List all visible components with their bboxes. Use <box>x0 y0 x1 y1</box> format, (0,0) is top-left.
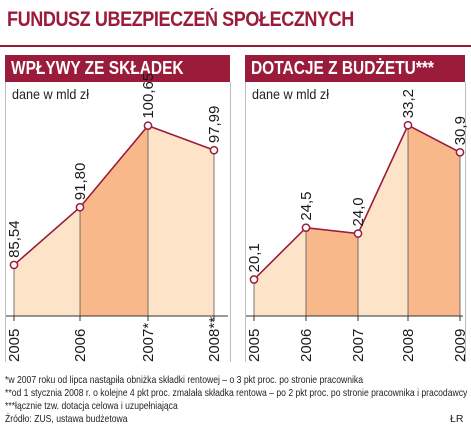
footnote-2: **od 1 stycznia 2008 r. o kolejne 4 pkt … <box>5 387 468 399</box>
right-panel-header: DOTACJE Z BUDŻETU*** <box>245 55 465 82</box>
chart1-area-segment-1 <box>14 207 80 316</box>
chart1-category-label-4: 2008** <box>206 317 223 362</box>
chart1-value-label-1: 85,54 <box>6 220 23 258</box>
chart2-point-2 <box>301 223 311 233</box>
chart1-point-3 <box>143 121 153 131</box>
footnote-3: ***łącznie tzw. dotacja celowa i uzupełn… <box>5 400 178 412</box>
left-panel-header: WPŁYWY ZE SKŁADEK <box>5 55 230 82</box>
chart2-category-label-4: 2008 <box>400 329 417 362</box>
chart1-value-label-2: 91,80 <box>72 163 89 201</box>
left-panel-frame <box>5 82 231 362</box>
main-title: FUNDUSZ UBEZPIECZEŃ SPOŁECZNYCH <box>7 8 354 31</box>
right-panel-frame <box>245 82 466 362</box>
chart1-point-4 <box>209 145 219 155</box>
chart2-area-segment-4 <box>408 125 460 316</box>
chart2-category-label-2: 2006 <box>298 329 315 362</box>
chart2-area-segment-2 <box>306 227 358 316</box>
chart2-category-label-5: 2009 <box>452 329 469 362</box>
chart2-category-label-3: 2007 <box>350 329 367 362</box>
source-note: Źródło: ZUS, ustawa budżetowa <box>5 413 128 425</box>
chart1-value-label-4: 97,99 <box>206 106 223 144</box>
right-panel-title: DOTACJE Z BUDŻETU*** <box>251 58 434 78</box>
chart2-point-3 <box>353 229 363 238</box>
chart1-area-segment-2 <box>80 125 148 316</box>
chart2-value-label-3: 24,0 <box>350 197 367 226</box>
left-panel-title: WPŁYWY ZE SKŁADEK <box>11 58 184 78</box>
chart2-category-label-1: 2005 <box>246 329 263 362</box>
chart2-area-segment-3 <box>358 125 408 316</box>
footnote-1: *w 2007 roku od lipca nastąpiła obniżka … <box>5 374 364 386</box>
chart2-value-label-2: 24,5 <box>298 191 315 220</box>
chart1-point-2 <box>75 202 85 212</box>
author-initials: ŁR <box>450 413 464 425</box>
chart1-area-segment-3 <box>148 125 214 316</box>
chart2-point-5 <box>455 147 465 157</box>
chart1-category-label-3: 2007* <box>140 323 157 362</box>
title-rule <box>0 45 471 47</box>
chart2-value-label-4: 33,2 <box>400 89 417 118</box>
chart1-point-1 <box>9 260 19 270</box>
chart2-point-4 <box>403 120 413 130</box>
chart2-point-1 <box>249 275 259 284</box>
chart2-value-label-1: 20,1 <box>246 243 263 272</box>
chart1-category-label-1: 2005 <box>6 329 23 362</box>
right-unit-label: dane w mld zł <box>252 86 330 102</box>
chart2-area-segment-1 <box>254 227 306 316</box>
chart1-value-label-3: 100,65 <box>140 73 157 119</box>
left-unit-label: dane w mld zł <box>12 86 90 102</box>
chart1-series-line <box>13 124 215 266</box>
chart2-value-label-5: 30,9 <box>452 116 469 145</box>
chart1-category-label-2: 2006 <box>72 329 89 362</box>
